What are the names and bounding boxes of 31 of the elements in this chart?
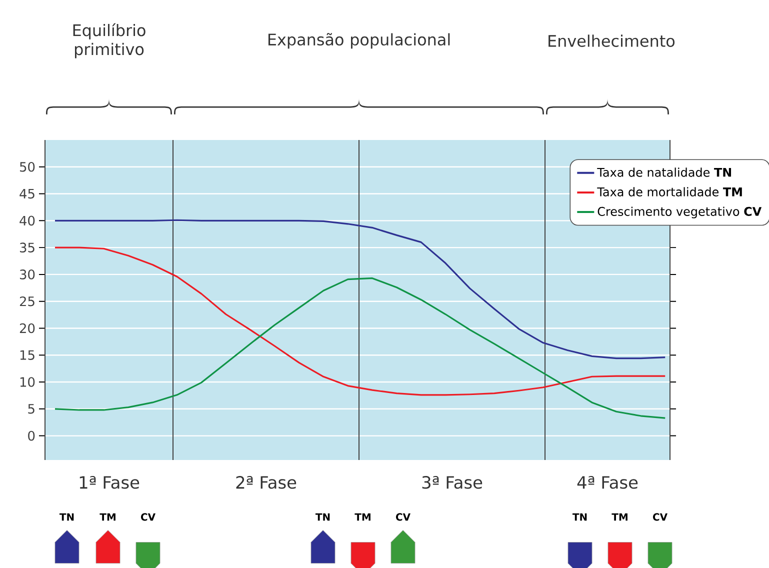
text: Equilíbrio primitivo bbox=[73, 23, 146, 58]
y-tick-label: 35 bbox=[20, 242, 34, 252]
text: TM bbox=[354, 513, 370, 521]
text: 4ª Fase bbox=[577, 476, 638, 489]
y-tick-label: 30 bbox=[20, 270, 35, 280]
y-tick-label: 40 bbox=[20, 216, 35, 226]
text: 2ª Fase bbox=[236, 476, 296, 489]
line-series bbox=[54, 277, 666, 419]
text: 3ª Fase bbox=[422, 476, 482, 489]
text: CV bbox=[140, 513, 156, 521]
text: CV bbox=[652, 513, 668, 521]
y-tick-label: 0 bbox=[28, 430, 35, 441]
text: TN bbox=[59, 513, 74, 521]
text: Expansão populacional bbox=[268, 32, 450, 49]
text: Envelhecimento bbox=[548, 34, 675, 47]
text: CV bbox=[396, 513, 410, 521]
text: 1ª Fase bbox=[80, 476, 140, 489]
y-tick-label: 5 bbox=[28, 404, 34, 414]
legend-label: Crescimento vegetativo CV bbox=[598, 206, 762, 218]
y-tick-label: 10 bbox=[20, 377, 35, 387]
text: TN bbox=[572, 513, 587, 521]
legend-label: Taxa de natalidade TN bbox=[597, 168, 732, 177]
y-tick-label: 20 bbox=[20, 323, 35, 334]
y-tick-label: 50 bbox=[20, 162, 35, 172]
y-tick-label: 25 bbox=[20, 296, 34, 306]
y-tick-label: 15 bbox=[20, 350, 34, 360]
legend-label: Taxa de mortalidade TM bbox=[597, 187, 742, 196]
text: TN bbox=[315, 513, 330, 521]
y-tick-label: 45 bbox=[20, 188, 34, 199]
text: TM bbox=[612, 513, 628, 521]
text: TM bbox=[100, 513, 116, 521]
